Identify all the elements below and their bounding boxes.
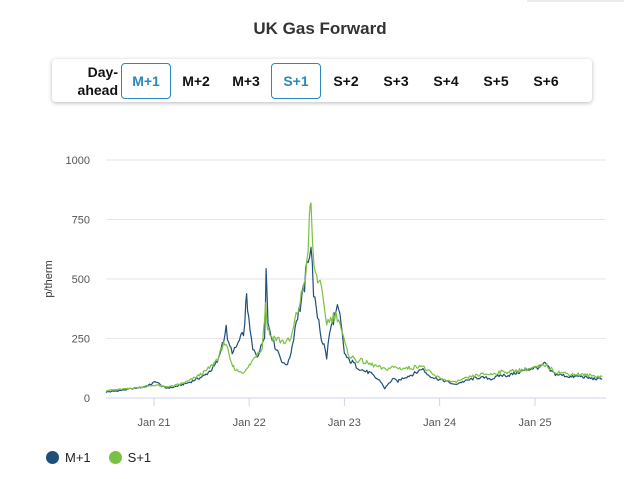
series-line-m1 — [105, 246, 603, 393]
grid-layer — [106, 159, 606, 399]
x-tick-label: Jan 24 — [423, 417, 456, 429]
legend-label-s1: S+1 — [127, 450, 152, 465]
y-tick-label: 0 — [84, 393, 90, 405]
legend-item-m1[interactable]: M+1 — [46, 450, 91, 465]
x-tick-label: Jan 21 — [137, 417, 170, 429]
tab-day-ahead[interactable]: Day- ahead — [66, 63, 118, 99]
legend-item-s1[interactable]: S+1 — [108, 450, 152, 465]
tab-s3[interactable]: S+3 — [383, 73, 409, 89]
tab-s6[interactable]: S+6 — [533, 73, 559, 89]
y-tick-label: 1000 — [66, 155, 90, 167]
legend-swatch-m1 — [46, 451, 59, 464]
series-line-s1 — [105, 202, 603, 392]
tab-day-ahead-line2: ahead — [77, 82, 118, 98]
chart-title: UK Gas Forward — [253, 19, 387, 38]
x-tick-label: Jan 22 — [233, 417, 266, 429]
tab-s2[interactable]: S+2 — [333, 73, 359, 89]
tab-s4[interactable]: S+4 — [433, 73, 459, 89]
tab-s1[interactable]: S+1 — [271, 63, 321, 99]
tab-day-ahead-line1: Day- — [87, 64, 118, 80]
tab-m1[interactable]: M+1 — [121, 63, 171, 99]
gas-forward-chart: 0 250 500 750 1000 Jan 21 Jan 22 Jan 23 Jan 24 Ja… — [43, 155, 606, 429]
tab-m2[interactable]: M+2 — [182, 73, 210, 89]
y-tick-label: 750 — [72, 215, 90, 227]
y-tick-label: 250 — [72, 334, 90, 346]
x-tick-label: Jan 25 — [519, 417, 552, 429]
legend-label-m1: M+1 — [65, 450, 91, 465]
axis-layer: 0 250 500 750 1000 Jan 21 Jan 22 Jan 23 Jan 24 Ja… — [43, 155, 552, 429]
legend-swatch-s1 — [108, 451, 122, 464]
series-layer — [105, 202, 603, 393]
top-border-line — [527, 0, 624, 2]
horizon-tab-bar: Day- ahead M+1 M+2 M+3 S+1 S+2 S+3 S+4 S… — [52, 59, 592, 102]
x-tick-label: Jan 23 — [328, 417, 361, 429]
y-tick-label: 500 — [72, 274, 90, 286]
y-axis-title: p/therm — [43, 260, 55, 297]
tab-m3[interactable]: M+3 — [232, 73, 260, 89]
chart-legend: M+1 S+1 — [46, 450, 169, 465]
tab-s5[interactable]: S+5 — [483, 73, 509, 89]
